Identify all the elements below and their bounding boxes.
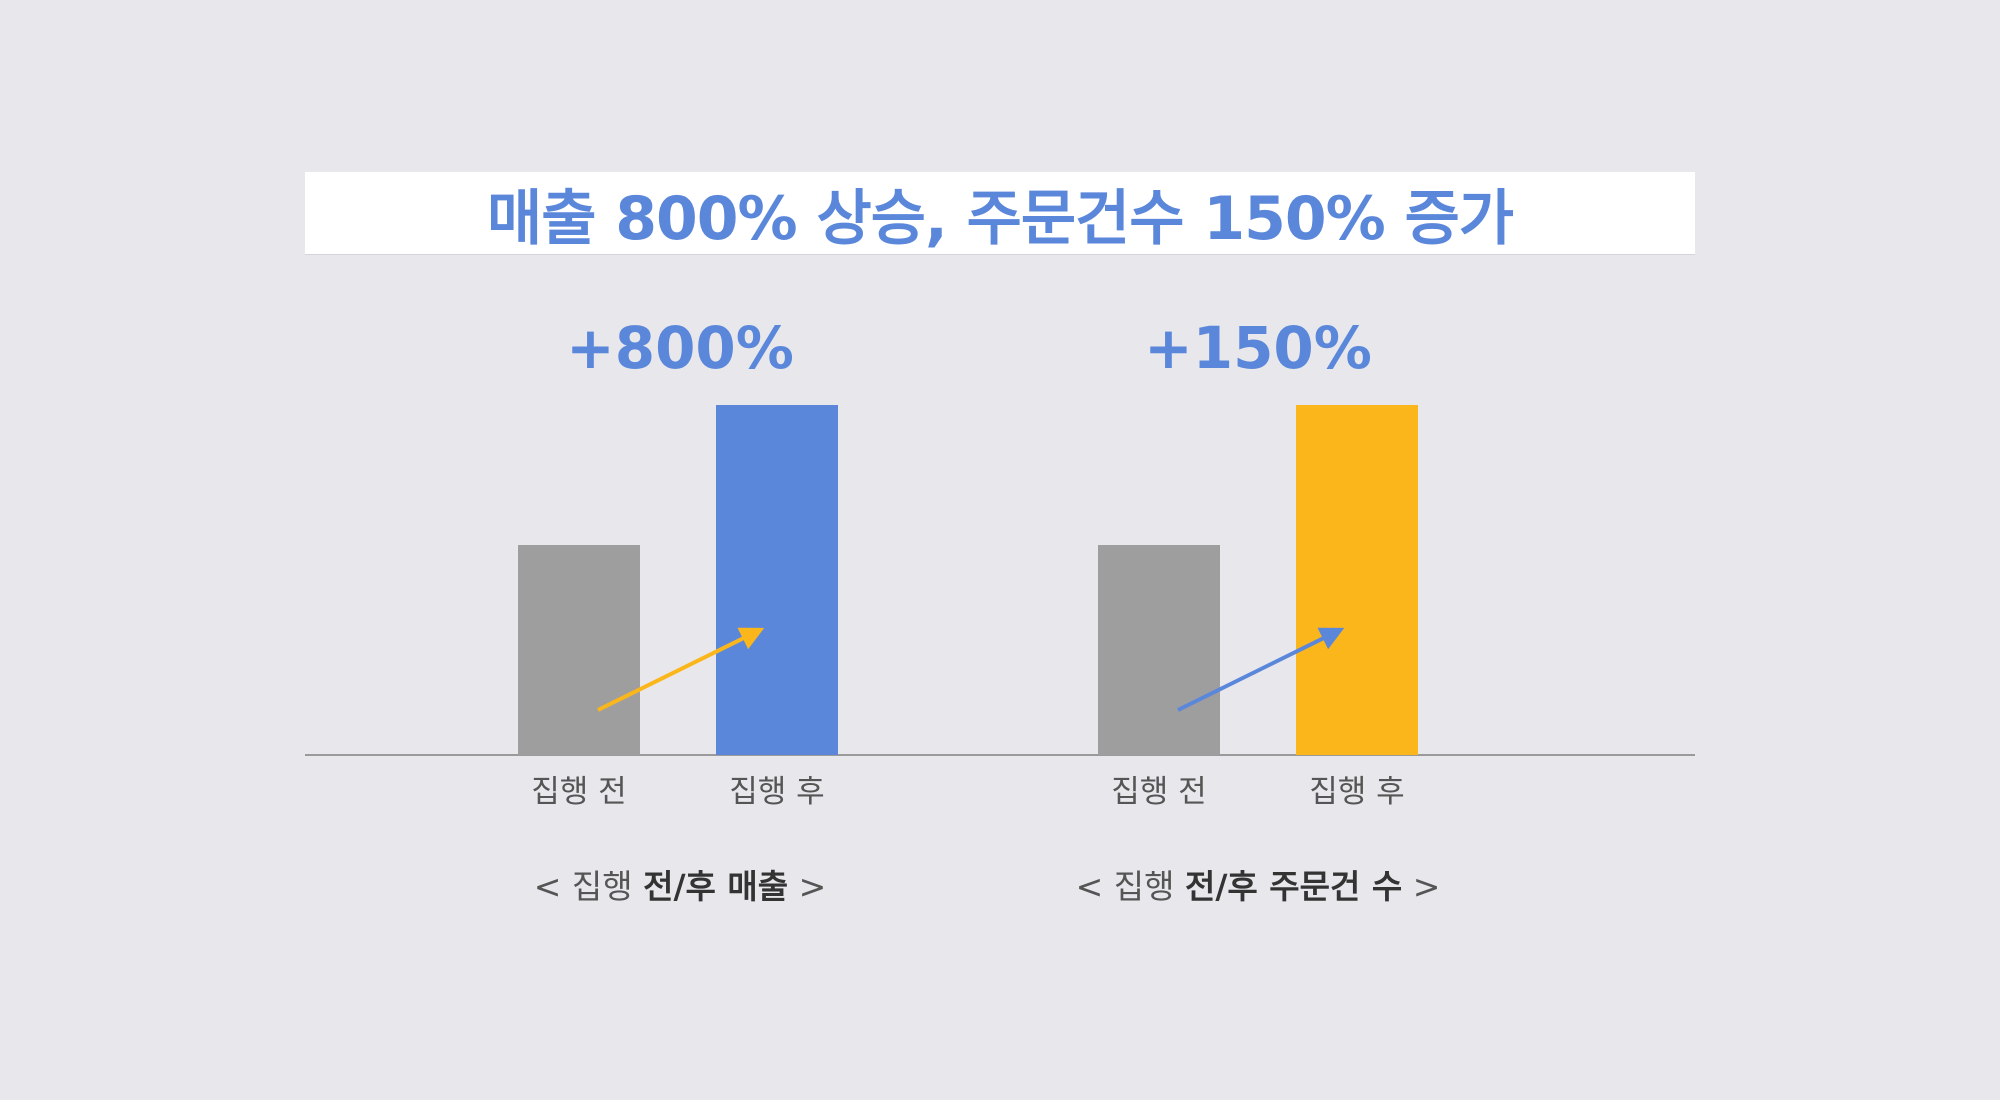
caption-orders-normal: 집행 bbox=[1113, 867, 1185, 906]
caption-sales-open: < bbox=[533, 867, 572, 906]
change-label-sales: +800% bbox=[566, 314, 794, 382]
bar-sales-after bbox=[716, 405, 838, 755]
bar-orders-after bbox=[1296, 405, 1418, 755]
caption-sales-close: > bbox=[788, 867, 827, 906]
tick-label-orders-after: 집행 후 bbox=[1309, 774, 1404, 810]
tick-label-orders-before: 집행 전 bbox=[1111, 774, 1206, 810]
trend-arrow-orders bbox=[1177, 627, 1345, 712]
tick-label-sales-before: 집행 전 bbox=[531, 774, 626, 810]
caption-orders-close: > bbox=[1402, 867, 1441, 906]
change-label-orders: +150% bbox=[1144, 314, 1372, 382]
charts-group: 집행 전 집행 후 +800% 집행 전 집행 후 +150% bbox=[518, 314, 1418, 810]
bar-sales-before bbox=[518, 545, 640, 755]
caption-orders-bold: 전/후 주문건 수 bbox=[1185, 867, 1403, 906]
bar-orders-before bbox=[1098, 545, 1220, 755]
headline-title: 매출 800% 상승, 주문건수 150% 증가 bbox=[487, 183, 1514, 254]
tick-label-sales-after: 집행 후 bbox=[729, 774, 824, 810]
caption-orders-open: < bbox=[1075, 867, 1114, 906]
caption-sales: < 집행 전/후 매출 > bbox=[330, 860, 1030, 908]
caption-sales-normal: 집행 bbox=[571, 867, 644, 906]
caption-orders: < 집행 전/후 주문건 수 > bbox=[908, 860, 1608, 908]
caption-sales-bold: 전/후 매출 bbox=[643, 867, 789, 906]
headline-banner: 매출 800% 상승, 주문건수 150% 증가 bbox=[305, 172, 1695, 254]
trend-arrow-sales bbox=[597, 627, 765, 712]
